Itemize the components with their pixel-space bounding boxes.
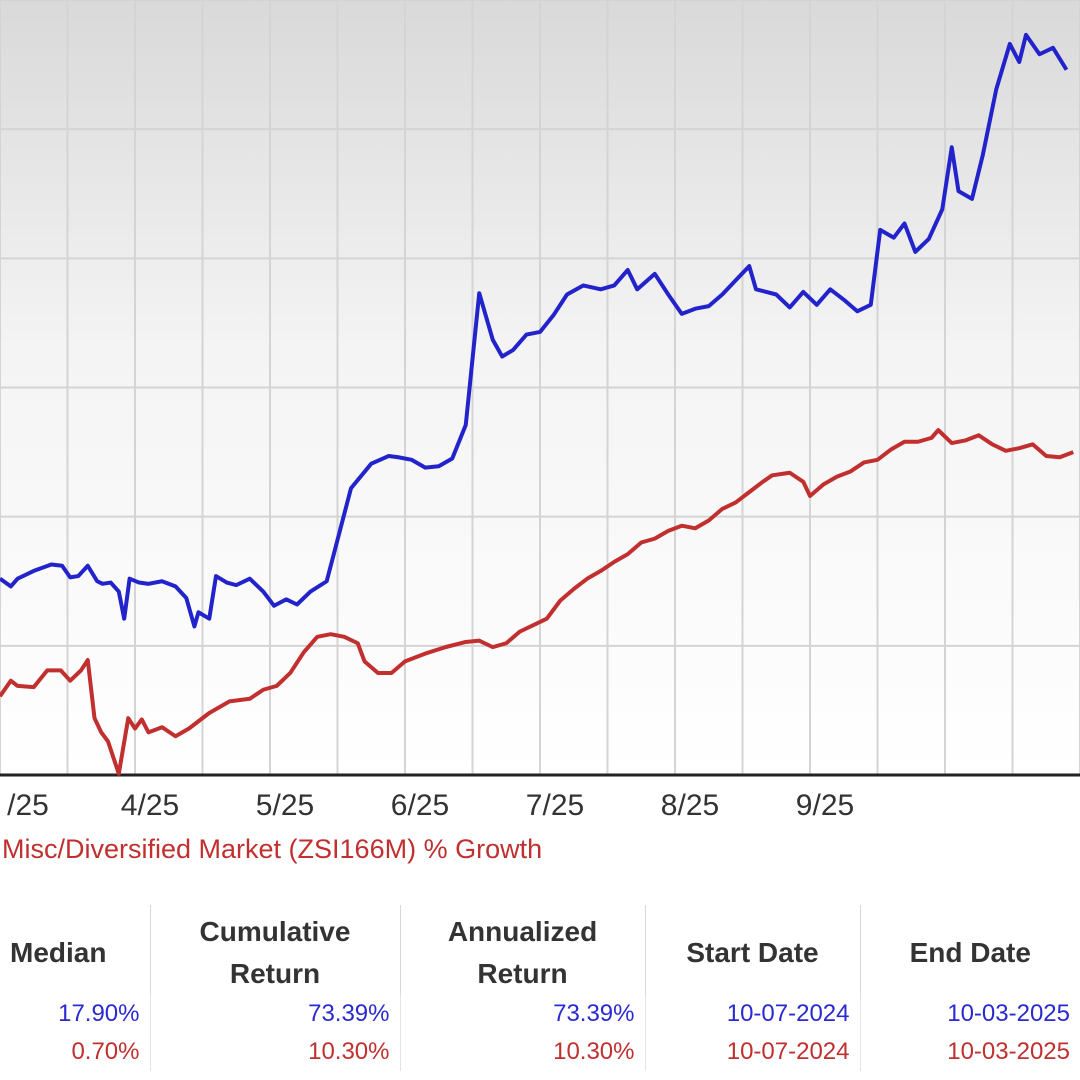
x-tick-label: 8/25: [661, 789, 719, 822]
header-median: Median: [0, 905, 151, 995]
blue-end-date: 10-03-2025: [947, 1000, 1070, 1027]
blue-annualized: 73.39%: [400, 995, 646, 1033]
header-annualized-return: Annualized Return: [400, 905, 646, 995]
series-lines: [0, 32, 1074, 776]
red-annualized: 10.30%: [400, 1033, 646, 1071]
stats-row-blue: 17.90% 73.39% 73.39% 10-07-2024 10-03-20…: [0, 995, 1080, 1033]
header-cumulative-return: Cumulative Return: [150, 905, 401, 995]
red-cumulative: 10.30%: [150, 1033, 401, 1071]
x-tick-label: 9/25: [796, 789, 854, 822]
x-axis-ticks: /25 4/25 5/25 6/25 7/25 8/25 9/25: [7, 789, 854, 822]
x-tick-label: 4/25: [121, 789, 179, 822]
red-median: 0.70%: [0, 1033, 151, 1071]
x-tick-label: 7/25: [526, 789, 584, 822]
blue-cumulative: 73.39%: [150, 995, 401, 1033]
red-start-date: 10-07-2024: [645, 1033, 861, 1071]
stats-header-row: Median Cumulative Return Annualized Retu…: [0, 905, 1080, 995]
blue-start-date: 10-07-2024: [645, 995, 861, 1033]
red-end-date: 10-03-2025: [947, 1038, 1070, 1065]
series-line-blue: [0, 32, 1069, 629]
x-tick-label: 6/25: [391, 789, 449, 822]
header-start-date: Start Date: [645, 905, 861, 995]
header-end-date: End Date: [909, 937, 1031, 968]
legend-red-label: Misc/Diversified Market (ZSI166M) % Grow…: [2, 834, 542, 864]
x-tick-label: /25: [7, 789, 49, 822]
stats-table: Median Cumulative Return Annualized Retu…: [0, 905, 1080, 1071]
series-line-red: [0, 428, 1074, 776]
blue-median: 17.90%: [0, 995, 151, 1033]
growth-chart: /25 4/25 5/25 6/25 7/25 8/25 9/25 Misc/Diversi…: [0, 0, 1080, 864]
x-tick-label: 5/25: [256, 789, 314, 822]
stats-row-red: 0.70% 10.30% 10.30% 10-07-2024 10-03-202…: [0, 1033, 1080, 1071]
grid: [0, 0, 1080, 776]
